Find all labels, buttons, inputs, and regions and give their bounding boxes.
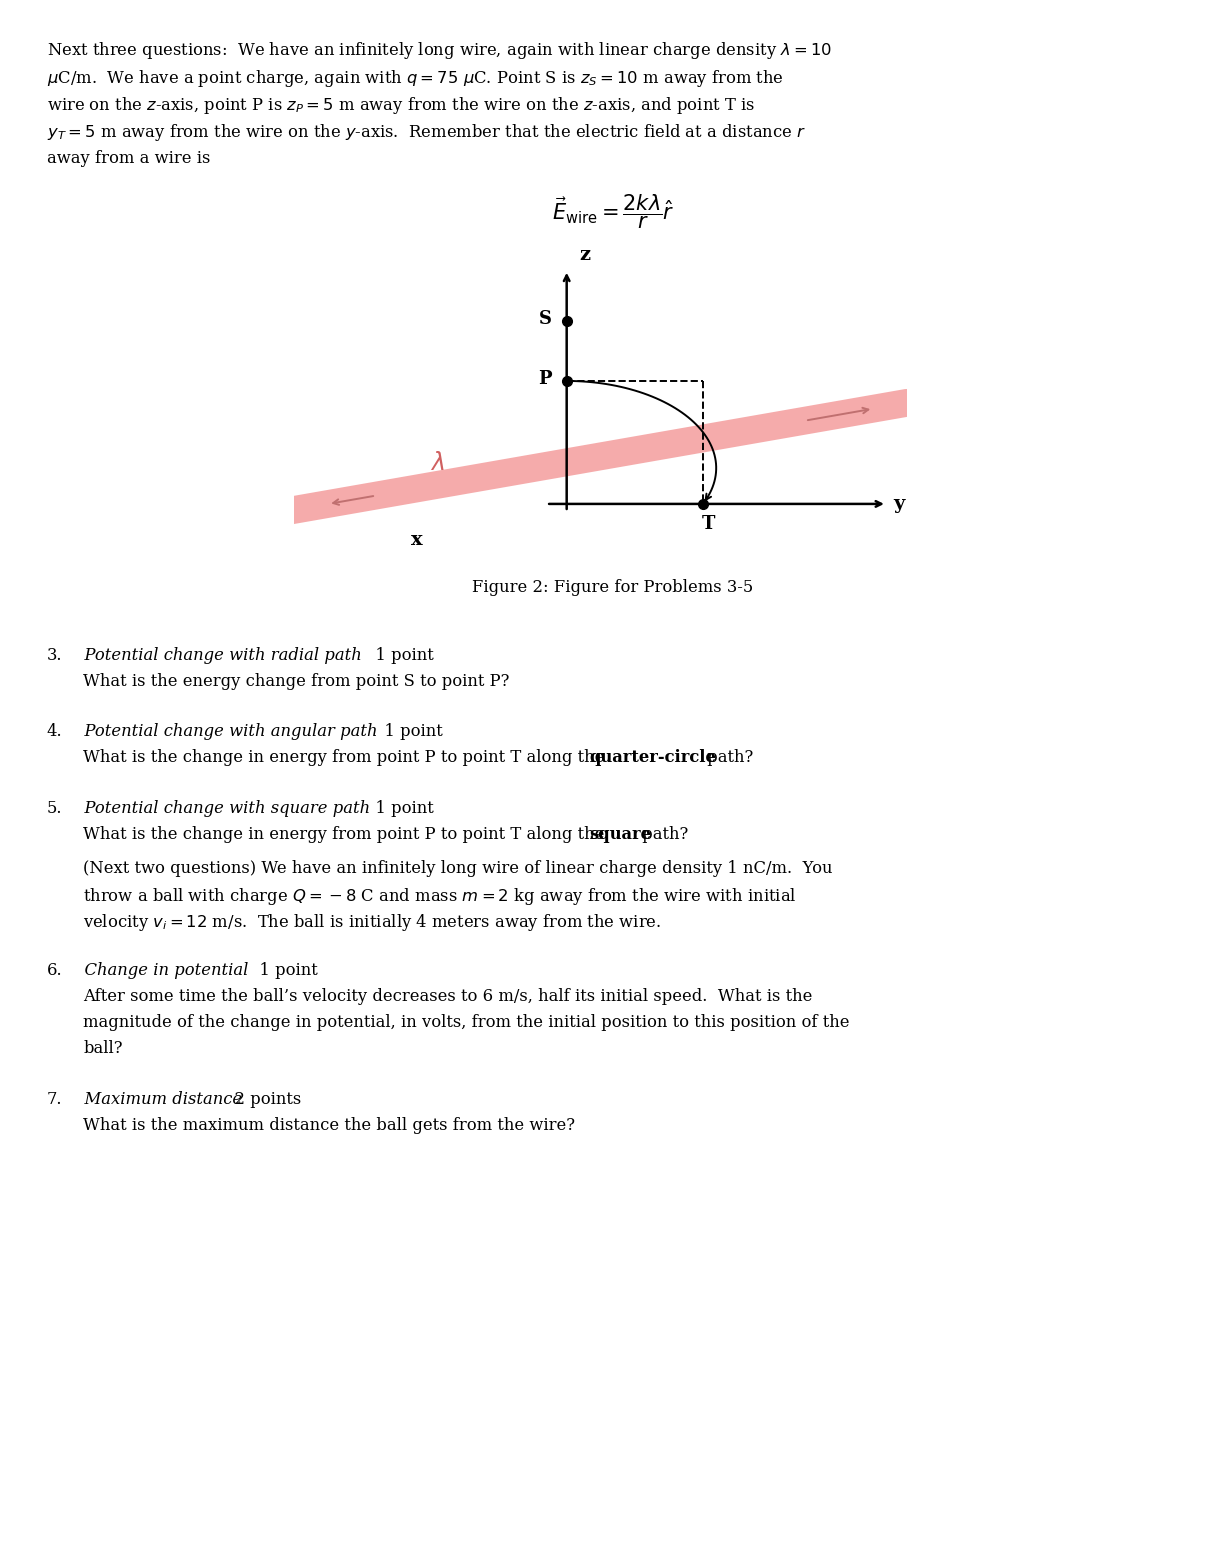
Text: velocity $v_i = 12$ m/s.  The ball is initially 4 meters away from the wire.: velocity $v_i = 12$ m/s. The ball is ini… [83, 912, 662, 932]
Text: (Next two questions) We have an infinitely long wire of linear charge density 1 : (Next two questions) We have an infinite… [83, 860, 832, 877]
Text: wire on the $z$-axis, point P is $z_P = 5$ m away from the wire on the $z$-axis,: wire on the $z$-axis, point P is $z_P = … [47, 94, 755, 116]
Text: 2 points: 2 points [223, 1091, 300, 1108]
Text: 5.: 5. [47, 801, 63, 818]
Text: After some time the ball’s velocity decreases to 6 m/s, half its initial speed. : After some time the ball’s velocity decr… [83, 988, 813, 1005]
Text: What is the maximum distance the ball gets from the wire?: What is the maximum distance the ball ge… [83, 1116, 575, 1133]
Text: z: z [579, 246, 590, 264]
Text: $y_T = 5$ m away from the wire on the $y$-axis.  Remember that the electric fiel: $y_T = 5$ m away from the wire on the $y… [47, 122, 805, 144]
Text: 3.: 3. [47, 646, 63, 663]
Text: square: square [590, 826, 651, 843]
Text: What is the energy change from point S to point P?: What is the energy change from point S t… [83, 673, 510, 690]
Text: $\vec{E}_{\mathrm{wire}} = \dfrac{2k\lambda}{r}\hat{r}$: $\vec{E}_{\mathrm{wire}} = \dfrac{2k\lam… [552, 193, 674, 232]
Text: What is the change in energy from point P to point T along the: What is the change in energy from point … [83, 750, 611, 767]
Text: quarter-circle: quarter-circle [590, 750, 716, 767]
Text: Maximum distance: Maximum distance [74, 1091, 242, 1108]
Text: P: P [538, 369, 552, 388]
Text: Next three questions:  We have an infinitely long wire, again with linear charge: Next three questions: We have an infinit… [47, 40, 831, 62]
Text: 4.: 4. [47, 724, 63, 741]
Text: ball?: ball? [83, 1040, 123, 1057]
Text: 7.: 7. [47, 1091, 63, 1108]
Text: Change in potential: Change in potential [74, 963, 248, 980]
Text: S: S [538, 311, 552, 328]
Text: 1 point: 1 point [365, 801, 434, 818]
Text: path?: path? [638, 826, 689, 843]
Text: magnitude of the change in potential, in volts, from the initial position to thi: magnitude of the change in potential, in… [83, 1014, 850, 1031]
Text: path?: path? [701, 750, 753, 767]
Text: Potential change with radial path: Potential change with radial path [74, 646, 362, 663]
Text: x: x [411, 530, 423, 549]
Text: y: y [894, 495, 905, 513]
Text: $\mu$C/m.  We have a point charge, again with $q = 75\ \mu$C. Point S is $z_S = : $\mu$C/m. We have a point charge, again … [47, 68, 783, 88]
Text: throw a ball with charge $Q = -8$ C and mass $m = 2$ kg away from the wire with : throw a ball with charge $Q = -8$ C and … [83, 886, 797, 908]
Text: What is the change in energy from point P to point T along the: What is the change in energy from point … [83, 826, 611, 843]
Text: Potential change with square path: Potential change with square path [74, 801, 370, 818]
Text: $\lambda$: $\lambda$ [430, 451, 445, 475]
Text: 1 point: 1 point [374, 724, 443, 741]
Text: Potential change with angular path: Potential change with angular path [74, 724, 378, 741]
Text: 1 point: 1 point [365, 646, 434, 663]
Text: 1 point: 1 point [249, 963, 318, 980]
Text: T: T [701, 515, 715, 533]
Text: 6.: 6. [47, 963, 63, 980]
Text: away from a wire is: away from a wire is [47, 150, 210, 167]
Text: Figure 2: Figure for Problems 3-5: Figure 2: Figure for Problems 3-5 [472, 580, 754, 597]
